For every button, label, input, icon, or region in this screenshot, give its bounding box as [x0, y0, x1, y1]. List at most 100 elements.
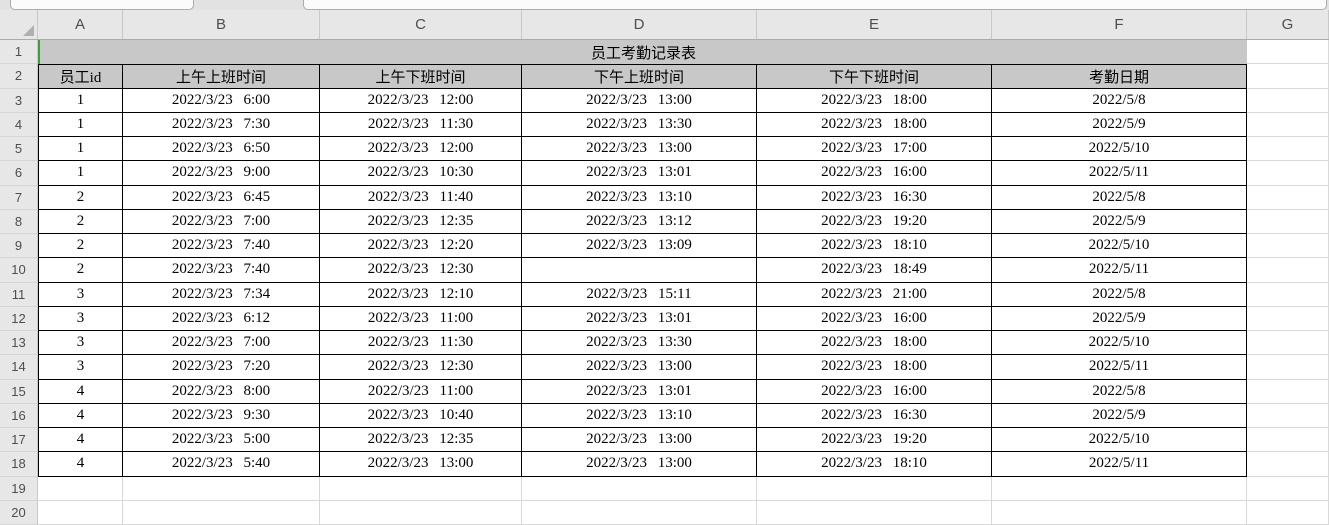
- row-header-15[interactable]: 15: [0, 379, 38, 404]
- cell-G19[interactable]: [1247, 476, 1329, 501]
- cell-B13[interactable]: 2022/3/23 7:00: [123, 331, 320, 356]
- cell-A19[interactable]: [38, 476, 123, 501]
- row-header-4[interactable]: 4: [0, 112, 38, 137]
- column-header-E[interactable]: E: [757, 10, 992, 39]
- cell-E15[interactable]: 2022/3/23 16:00: [757, 379, 992, 404]
- cell-F20[interactable]: [992, 500, 1247, 525]
- cell-D7[interactable]: 2022/3/23 13:10: [522, 185, 757, 210]
- cell-B15[interactable]: 2022/3/23 8:00: [123, 379, 320, 404]
- cell-F19[interactable]: [992, 476, 1247, 501]
- cell-C6[interactable]: 2022/3/23 10:30: [320, 161, 522, 186]
- cell-G9[interactable]: [1247, 234, 1329, 259]
- cell-F16[interactable]: 2022/5/9: [992, 403, 1247, 428]
- cell-A13[interactable]: 3: [38, 331, 123, 356]
- formula-bar-input[interactable]: [303, 0, 1327, 10]
- cell-E6[interactable]: 2022/3/23 16:00: [757, 161, 992, 186]
- cell-D3[interactable]: 2022/3/23 13:00: [522, 88, 757, 113]
- cell-D6[interactable]: 2022/3/23 13:01: [522, 161, 757, 186]
- cell-A15[interactable]: 4: [38, 379, 123, 404]
- cell-D19[interactable]: [522, 476, 757, 501]
- cell-B18[interactable]: 2022/3/23 5:40: [123, 452, 320, 477]
- cell-E9[interactable]: 2022/3/23 18:10: [757, 234, 992, 259]
- cell-D10[interactable]: [522, 258, 757, 283]
- row-header-19[interactable]: 19: [0, 476, 38, 501]
- cell-G15[interactable]: [1247, 379, 1329, 404]
- cell-D15[interactable]: 2022/3/23 13:01: [522, 379, 757, 404]
- cell-F9[interactable]: 2022/5/10: [992, 234, 1247, 259]
- cell-B12[interactable]: 2022/3/23 6:12: [123, 306, 320, 331]
- cell-G1[interactable]: [1247, 40, 1329, 65]
- cell-D20[interactable]: [522, 500, 757, 525]
- cell-A14[interactable]: 3: [38, 355, 123, 380]
- cell-A17[interactable]: 4: [38, 428, 123, 453]
- cell-B19[interactable]: [123, 476, 320, 501]
- cell-G2[interactable]: [1247, 64, 1329, 89]
- cell-A20[interactable]: [38, 500, 123, 525]
- cell-E19[interactable]: [757, 476, 992, 501]
- column-header-A[interactable]: A: [38, 10, 123, 39]
- cell-F17[interactable]: 2022/5/10: [992, 428, 1247, 453]
- cell-F11[interactable]: 2022/5/8: [992, 282, 1247, 307]
- row-header-18[interactable]: 18: [0, 452, 38, 477]
- cell-C12[interactable]: 2022/3/23 11:00: [320, 306, 522, 331]
- cell-E4[interactable]: 2022/3/23 18:00: [757, 112, 992, 137]
- cell-B7[interactable]: 2022/3/23 6:45: [123, 185, 320, 210]
- column-header-D[interactable]: D: [522, 10, 757, 39]
- cell-F7[interactable]: 2022/5/8: [992, 185, 1247, 210]
- row-header-13[interactable]: 13: [0, 331, 38, 356]
- cell-D16[interactable]: 2022/3/23 13:10: [522, 403, 757, 428]
- cell-A7[interactable]: 2: [38, 185, 123, 210]
- row-header-16[interactable]: 16: [0, 403, 38, 428]
- cell-B4[interactable]: 2022/3/23 7:30: [123, 112, 320, 137]
- cell-E8[interactable]: 2022/3/23 19:20: [757, 209, 992, 234]
- cell-F12[interactable]: 2022/5/9: [992, 306, 1247, 331]
- cell-E3[interactable]: 2022/3/23 18:00: [757, 88, 992, 113]
- cell-B16[interactable]: 2022/3/23 9:30: [123, 403, 320, 428]
- column-header-C[interactable]: C: [320, 10, 522, 39]
- cell-C13[interactable]: 2022/3/23 11:30: [320, 331, 522, 356]
- row-header-8[interactable]: 8: [0, 209, 38, 234]
- cell-C7[interactable]: 2022/3/23 11:40: [320, 185, 522, 210]
- cell-title-merged[interactable]: 员工考勤记录表: [38, 40, 1247, 65]
- cell-A3[interactable]: 1: [38, 88, 123, 113]
- cell-A6[interactable]: 1: [38, 161, 123, 186]
- cell-B9[interactable]: 2022/3/23 7:40: [123, 234, 320, 259]
- cell-E16[interactable]: 2022/3/23 16:30: [757, 403, 992, 428]
- row-header-7[interactable]: 7: [0, 185, 38, 210]
- cell-F3[interactable]: 2022/5/8: [992, 88, 1247, 113]
- cell-G4[interactable]: [1247, 112, 1329, 137]
- row-header-3[interactable]: 3: [0, 88, 38, 113]
- cell-A4[interactable]: 1: [38, 112, 123, 137]
- cell-B20[interactable]: [123, 500, 320, 525]
- cell-G12[interactable]: [1247, 306, 1329, 331]
- cell-C5[interactable]: 2022/3/23 12:00: [320, 137, 522, 162]
- cell-C10[interactable]: 2022/3/23 12:30: [320, 258, 522, 283]
- cell-E20[interactable]: [757, 500, 992, 525]
- cell-C20[interactable]: [320, 500, 522, 525]
- name-box[interactable]: [10, 0, 194, 10]
- cell-E12[interactable]: 2022/3/23 16:00: [757, 306, 992, 331]
- cell-G7[interactable]: [1247, 185, 1329, 210]
- row-header-1[interactable]: 1: [0, 40, 38, 65]
- cell-D13[interactable]: 2022/3/23 13:30: [522, 331, 757, 356]
- cell-D14[interactable]: 2022/3/23 13:00: [522, 355, 757, 380]
- cell-C2[interactable]: 上午下班时间: [320, 64, 522, 89]
- select-all-corner[interactable]: [0, 10, 38, 39]
- cell-C9[interactable]: 2022/3/23 12:20: [320, 234, 522, 259]
- cell-E10[interactable]: 2022/3/23 18:49: [757, 258, 992, 283]
- cell-A9[interactable]: 2: [38, 234, 123, 259]
- cell-B3[interactable]: 2022/3/23 6:00: [123, 88, 320, 113]
- cell-B2[interactable]: 上午上班时间: [123, 64, 320, 89]
- column-header-B[interactable]: B: [123, 10, 320, 39]
- cell-F13[interactable]: 2022/5/10: [992, 331, 1247, 356]
- cell-E5[interactable]: 2022/3/23 17:00: [757, 137, 992, 162]
- row-header-14[interactable]: 14: [0, 355, 38, 380]
- cell-A11[interactable]: 3: [38, 282, 123, 307]
- cell-G20[interactable]: [1247, 500, 1329, 525]
- cell-E11[interactable]: 2022/3/23 21:00: [757, 282, 992, 307]
- cell-A2[interactable]: 员工id: [38, 64, 123, 89]
- cell-E7[interactable]: 2022/3/23 16:30: [757, 185, 992, 210]
- row-header-6[interactable]: 6: [0, 161, 38, 186]
- cell-G17[interactable]: [1247, 428, 1329, 453]
- row-header-17[interactable]: 17: [0, 428, 38, 453]
